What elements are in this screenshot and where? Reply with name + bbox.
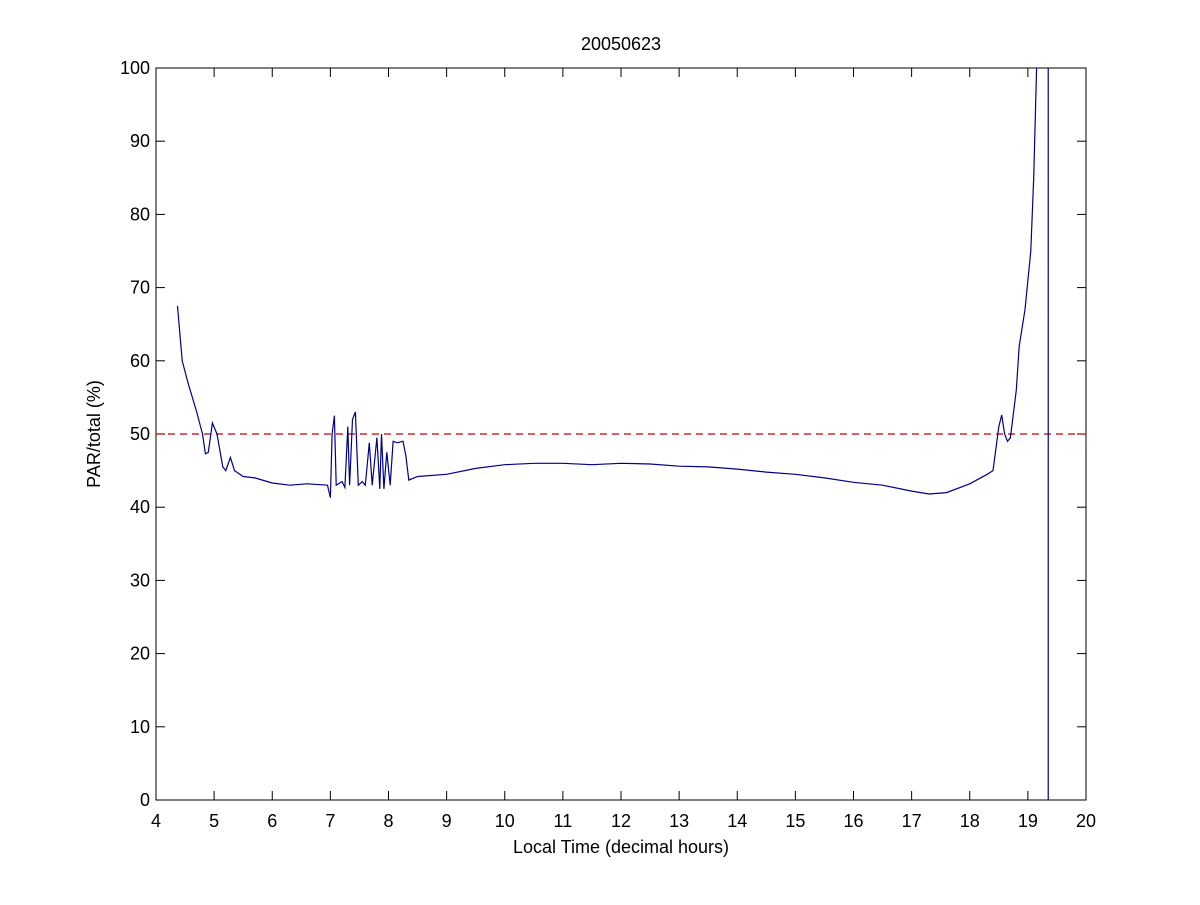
data-line xyxy=(176,68,1038,498)
y-tick-label: 50 xyxy=(130,424,150,444)
x-tick-label: 12 xyxy=(611,811,631,831)
x-tick-label: 7 xyxy=(325,811,335,831)
y-tick-label: 0 xyxy=(140,790,150,810)
x-tick-label: 5 xyxy=(209,811,219,831)
y-tick-label: 40 xyxy=(130,497,150,517)
x-tick-label: 13 xyxy=(669,811,689,831)
y-tick-label: 80 xyxy=(130,204,150,224)
x-axis-label: Local Time (decimal hours) xyxy=(513,837,729,857)
x-tick-label: 15 xyxy=(785,811,805,831)
plot-area xyxy=(155,67,1087,801)
y-tick-label: 100 xyxy=(120,58,150,78)
x-tick-label: 10 xyxy=(495,811,515,831)
x-tick-label: 9 xyxy=(442,811,452,831)
chart-title: 20050623 xyxy=(581,34,661,54)
y-axis-label: PAR/total (%) xyxy=(84,380,104,488)
y-tick-label: 10 xyxy=(130,717,150,737)
x-tick-label: 16 xyxy=(843,811,863,831)
x-tick-label: 17 xyxy=(902,811,922,831)
x-tick-label: 19 xyxy=(1018,811,1038,831)
y-tick-label: 60 xyxy=(130,351,150,371)
x-tick-label: 20 xyxy=(1076,811,1096,831)
x-tick-label: 14 xyxy=(727,811,747,831)
x-tick-label: 4 xyxy=(151,811,161,831)
x-tick-label: 8 xyxy=(383,811,393,831)
x-tick-label: 11 xyxy=(554,811,573,831)
y-tick-label: 20 xyxy=(130,644,150,664)
x-tick-label: 6 xyxy=(267,811,277,831)
y-tick-label: 30 xyxy=(130,570,150,590)
x-tick-label: 18 xyxy=(960,811,980,831)
y-tick-label: 70 xyxy=(130,278,150,298)
y-tick-label: 90 xyxy=(130,131,150,151)
